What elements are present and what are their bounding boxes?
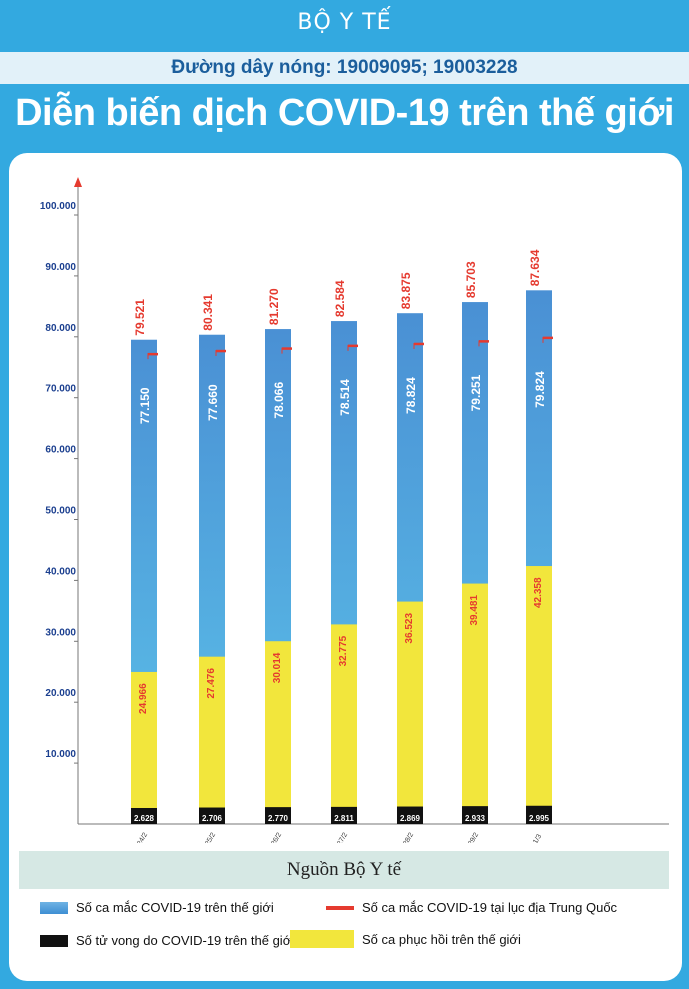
china-cases-label: 77.660 (206, 384, 220, 421)
y-tick-label: 50.000 (45, 506, 76, 517)
y-tick-label: 90.000 (45, 262, 76, 273)
x-category-label: 27/2 (336, 832, 349, 843)
deaths-label: 2.628 (134, 814, 155, 823)
y-tick-label: 40.000 (45, 566, 76, 577)
total-cases-label: 81.270 (267, 288, 281, 325)
y-axis-arrow-icon (74, 177, 82, 187)
y-tick-label: 70.000 (45, 384, 76, 395)
bar-recovered (397, 601, 423, 824)
bar-recovered (331, 624, 357, 824)
legend-label-cases: Số ca mắc COVID-19 trên thế giới (76, 900, 274, 915)
legend-item-deaths: Số tử vong do COVID-19 trên thế giới (40, 933, 294, 948)
legend-item-recovered: Số ca phục hồi trên thế giới (290, 930, 521, 948)
bar-recovered (131, 671, 157, 824)
legend-swatch-deaths (40, 934, 68, 947)
bar-deaths (526, 805, 552, 824)
recovered-label: 27.476 (206, 668, 217, 699)
china-cases-label: 77.150 (138, 387, 152, 424)
bar-deaths (462, 806, 488, 824)
legend-label-recovered: Số ca phục hồi trên thế giới (362, 931, 521, 947)
deaths-label: 2.811 (334, 814, 354, 823)
total-cases-label: 85.703 (464, 261, 478, 298)
legend-item-cases: Số ca mắc COVID-19 trên thế giới (40, 900, 274, 915)
deaths-label: 2.995 (529, 814, 550, 823)
chart-panel: 10.000 20.000 30.000 40.000 50.000 60.000 70.0… (9, 153, 682, 981)
legend-label-deaths: Số tử vong do COVID-19 trên thế giới (76, 933, 295, 948)
china-cases-label: 78.514 (338, 379, 352, 416)
china-cases-label: 78.824 (404, 377, 418, 414)
recovered-label: 42.358 (533, 577, 544, 608)
x-category-label: 25/2 (204, 832, 217, 843)
bar-deaths (331, 806, 357, 824)
hotline-banner: Đường dây nóng: 19009095; 19003228 (0, 52, 689, 84)
x-category-label: 1/3 (532, 833, 543, 843)
y-tick-label: 100.000 (40, 201, 77, 212)
deaths-label: 2.933 (465, 814, 486, 823)
y-tick-label: 60.000 (45, 445, 76, 456)
bar-deaths (199, 807, 225, 824)
china-cases-label: 78.066 (272, 382, 286, 419)
stacked-bar-chart: 10.000 20.000 30.000 40.000 50.000 60.000 70.0… (40, 177, 669, 843)
bar-recovered (199, 656, 225, 824)
legend-swatch-cases (40, 901, 68, 914)
deaths-label: 2.706 (202, 814, 223, 823)
y-tick-label: 10.000 (45, 749, 76, 760)
recovered-label: 39.481 (469, 595, 480, 626)
recovered-label: 32.775 (338, 635, 349, 666)
source-label: Nguồn Bộ Y tế (19, 851, 669, 889)
bar-deaths (397, 806, 423, 824)
total-cases-label: 87.634 (528, 249, 542, 286)
bar-deaths (265, 807, 291, 824)
bar-recovered (526, 566, 552, 824)
total-cases-label: 79.521 (133, 299, 147, 336)
total-cases-label: 83.875 (399, 272, 413, 309)
total-cases-label: 82.584 (333, 280, 347, 317)
y-tick-label: 20.000 (45, 688, 76, 699)
legend-swatch-recovered (290, 930, 354, 948)
x-category-label: 24/2 (136, 832, 149, 843)
legend-swatch-china (326, 905, 354, 910)
legend-label-china: Số ca mắc COVID-19 tại lục địa Trung Quố… (362, 900, 618, 915)
page-title: Diễn biến dịch COVID-19 trên thế giới (15, 92, 674, 134)
x-category-label: 28/2 (402, 832, 415, 843)
ministry-logo: BỘ Y TẾ (297, 10, 392, 35)
total-cases-label: 80.341 (201, 294, 215, 331)
bar-deaths (131, 807, 157, 824)
deaths-label: 2.770 (268, 814, 289, 823)
recovered-label: 36.523 (404, 613, 415, 644)
y-tick-label: 80.000 (45, 323, 76, 334)
bar-recovered (462, 583, 488, 824)
china-cases-label: 79.251 (469, 374, 483, 411)
deaths-label: 2.869 (400, 814, 421, 823)
recovered-label: 24.966 (138, 683, 149, 714)
bar-recovered (265, 641, 291, 824)
y-tick-label: 30.000 (45, 627, 76, 638)
legend-item-china: Số ca mắc COVID-19 tại lục địa Trung Quố… (326, 900, 617, 915)
x-category-label: 26/2 (270, 832, 283, 843)
recovered-label: 30.014 (272, 652, 283, 683)
x-category-label: 29/2 (467, 832, 480, 843)
china-cases-label: 79.824 (533, 371, 547, 408)
